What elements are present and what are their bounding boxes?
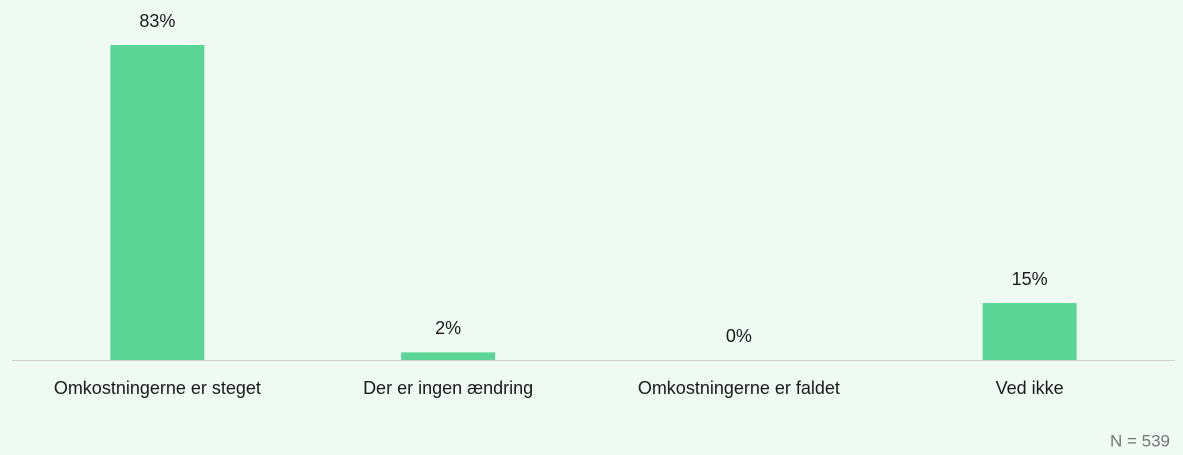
annotation: N = 539 [1110, 431, 1170, 450]
bar [110, 45, 205, 360]
bar [982, 303, 1077, 360]
x-tick-label: Ved ikke [996, 378, 1064, 398]
bar [401, 352, 496, 360]
data-label: 15% [1012, 269, 1048, 289]
x-tick-label: Omkostningerne er steget [54, 378, 261, 398]
data-label: 0% [726, 326, 752, 346]
x-tick-label: Omkostningerne er faldet [638, 378, 840, 398]
data-label: 83% [139, 11, 175, 31]
data-label: 2% [435, 318, 461, 338]
x-tick-label: Der er ingen ændring [363, 378, 533, 398]
